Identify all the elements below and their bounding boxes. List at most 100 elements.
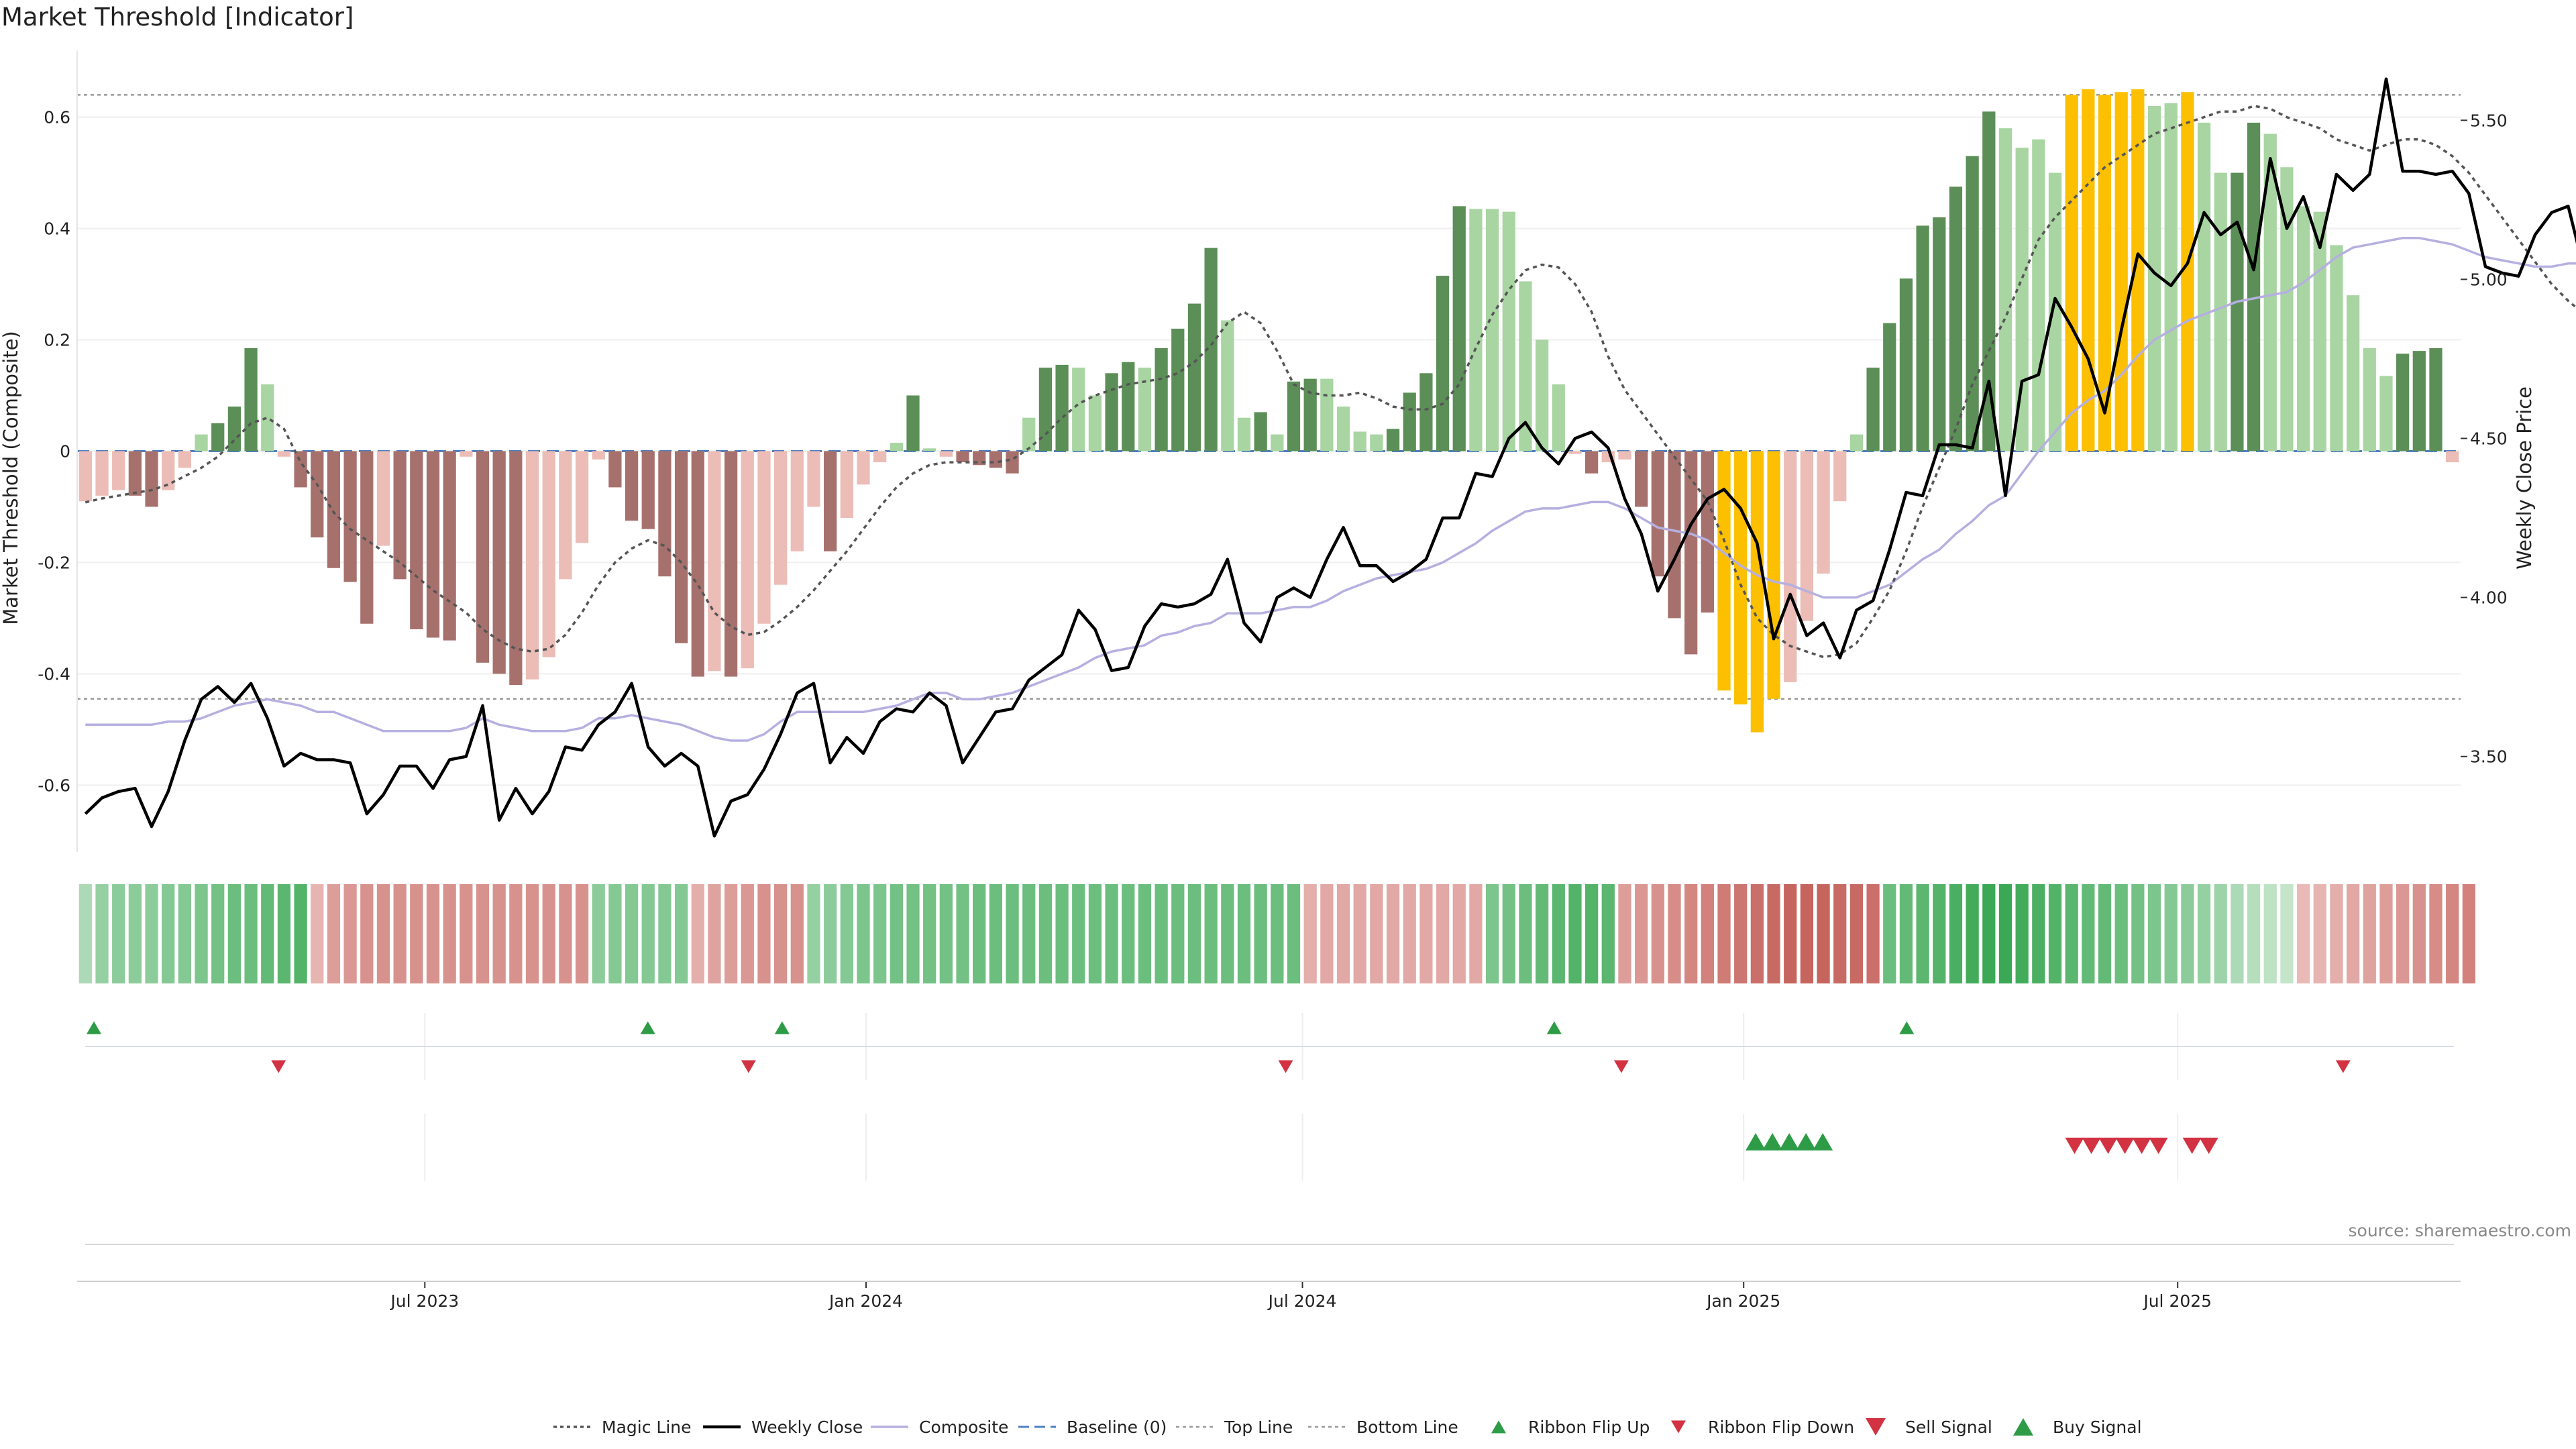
y-tick-label: 0.4 (44, 219, 70, 239)
legend-swatch-flip-down (1671, 1420, 1686, 1434)
ribbon-cell (2296, 884, 2310, 983)
y2-tick-label: 5.50 (2470, 111, 2508, 130)
ribbon-cell (1419, 884, 1433, 983)
composite-bar (1949, 186, 1963, 451)
composite-bar (1552, 384, 1565, 451)
ribbon-cell (2313, 884, 2326, 983)
ribbon-cell (1237, 884, 1251, 983)
sell-signal-marker (2082, 1137, 2101, 1155)
composite-bar (1502, 211, 1515, 451)
ribbon-cell (741, 884, 754, 983)
ribbon-cell (1403, 884, 1416, 983)
composite-bar (78, 451, 92, 502)
ribbon-cell (1800, 884, 1814, 983)
ribbon-cell (691, 884, 704, 983)
ribbon-cell (1982, 884, 1996, 983)
composite-bar (708, 451, 721, 672)
ribbon-cell (294, 884, 307, 983)
ribbon-cell (426, 884, 440, 983)
composite-bar (1038, 368, 1053, 451)
composite-bar (1254, 412, 1267, 451)
composite-bar (360, 451, 374, 624)
sell-signal-marker (2115, 1137, 2135, 1155)
ribbon-cell (112, 884, 125, 983)
composite-bar (1866, 368, 1880, 451)
composite-bar (1833, 451, 1847, 502)
composite-bar (1998, 128, 2012, 451)
ribbon-cell (2065, 884, 2078, 983)
composite-bar (1221, 320, 1234, 451)
ribbon-cell (2048, 884, 2062, 983)
composite-bar (460, 451, 473, 457)
sell-signal-marker (2149, 1137, 2168, 1155)
legend-label: Baseline (0) (1067, 1417, 1167, 1437)
ribbon-cell (641, 884, 655, 983)
composite-bar (939, 451, 953, 457)
ribbon-cell (1452, 884, 1466, 983)
ribbon-cell (1552, 884, 1565, 983)
ribbon-flip-down-marker (1613, 1060, 1629, 1073)
composite-bar (923, 448, 936, 451)
legend-label: Composite (919, 1417, 1008, 1437)
y-tick-label: -0.4 (38, 664, 70, 684)
composite-bar (2147, 105, 2161, 451)
composite-bar (2247, 122, 2261, 451)
ribbon-cell (1088, 884, 1102, 983)
ribbon-cell (608, 884, 622, 983)
series-lines (84, 77, 2576, 838)
composite-bar (294, 451, 307, 488)
composite-bar (525, 451, 539, 680)
composite-bar (989, 451, 1003, 468)
ribbon-cell (1833, 884, 1847, 983)
ribbon-cell (674, 884, 688, 983)
ribbon-flip-up-marker (1546, 1021, 1562, 1034)
composite-bar (343, 451, 357, 582)
ribbon-cell (78, 884, 92, 983)
ribbon-cell (1933, 884, 1946, 983)
composite-bar (1651, 451, 1664, 577)
composite-bar (2065, 95, 2078, 451)
composite-bar (1187, 303, 1201, 451)
composite-bar (1899, 278, 1913, 451)
ribbon-cell (989, 884, 1003, 983)
composite-bar (1519, 281, 1532, 451)
composite-bar (691, 451, 704, 677)
ribbon-cell (1899, 884, 1913, 983)
composite-bar (774, 451, 788, 585)
ribbon-cell (1122, 884, 1135, 983)
ribbon-cell (1254, 884, 1267, 983)
legend-swatch-flip-up (1491, 1420, 1506, 1434)
composite-bar (840, 451, 853, 519)
ribbon-flip-up-marker (640, 1021, 655, 1034)
ribbon-cell (1155, 884, 1168, 983)
ribbon-cell (1784, 884, 1797, 983)
composite-bar (1684, 451, 1698, 655)
legend: Magic Line Weekly Close Composite Baseline … (553, 1417, 2142, 1437)
composite-bar (2032, 139, 2045, 451)
weekly-close-line (84, 77, 2576, 838)
composite-bar (790, 451, 804, 551)
ribbon-cell (1336, 884, 1350, 983)
composite-bar (956, 451, 969, 463)
buy-signal-marker (1813, 1133, 1833, 1150)
ribbon-cell (1353, 884, 1366, 983)
composite-bar (492, 451, 506, 674)
ribbon-cell (1668, 884, 1681, 983)
ribbon-cell (2147, 884, 2161, 983)
composite-bar (1088, 395, 1102, 451)
composite-bar (376, 451, 390, 546)
composite-bar (1618, 451, 1631, 460)
ribbon-cell (393, 884, 407, 983)
composite-bar (2412, 351, 2426, 451)
buy-signal-marker (1796, 1133, 1817, 1150)
composite-bar (1668, 451, 1681, 619)
ribbon-cell (2114, 884, 2128, 983)
magic-line (85, 105, 2576, 659)
ribbon-cell (824, 884, 837, 983)
composite-bar (1485, 209, 1499, 451)
ribbon-cell (939, 884, 953, 983)
composite-bar (443, 451, 456, 641)
composite-bar (1585, 451, 1599, 474)
composite-bar (608, 451, 622, 488)
ribbon-cell (2214, 884, 2227, 983)
